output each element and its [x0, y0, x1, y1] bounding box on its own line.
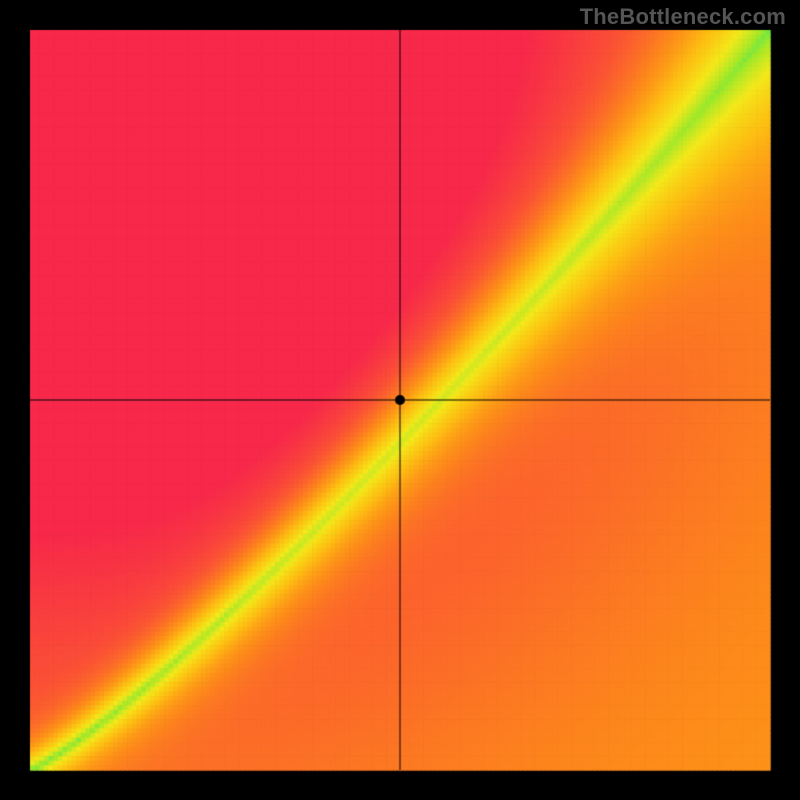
- bottleneck-heatmap: [0, 0, 800, 800]
- watermark-text: TheBottleneck.com: [580, 4, 786, 30]
- chart-container: TheBottleneck.com: [0, 0, 800, 800]
